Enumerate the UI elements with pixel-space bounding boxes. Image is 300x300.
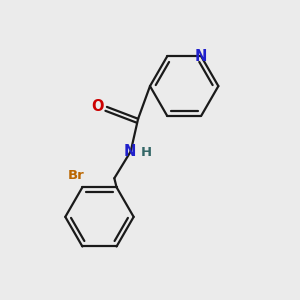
Text: N: N bbox=[195, 49, 208, 64]
Text: H: H bbox=[141, 146, 152, 160]
Text: O: O bbox=[91, 98, 104, 113]
Text: Br: Br bbox=[67, 169, 84, 182]
Text: N: N bbox=[124, 144, 136, 159]
